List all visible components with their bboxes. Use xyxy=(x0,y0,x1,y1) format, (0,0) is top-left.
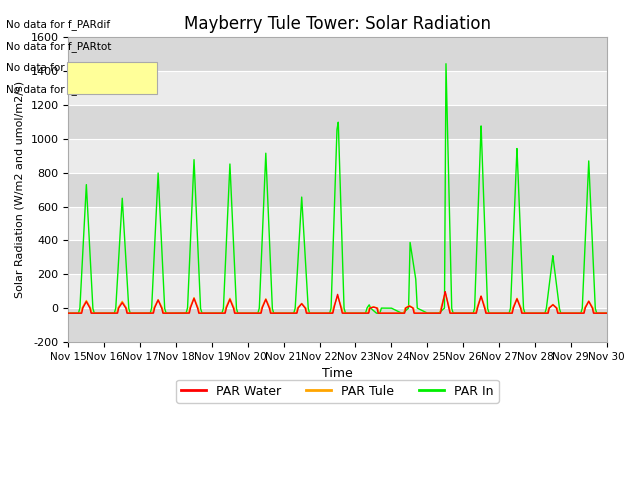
Bar xyxy=(68,173,607,206)
Bar xyxy=(68,37,607,71)
Bar xyxy=(68,240,607,274)
Bar xyxy=(68,206,607,240)
Text: No data for f_PARtot: No data for f_PARtot xyxy=(6,84,112,95)
Text: No data for f_PARtot: No data for f_PARtot xyxy=(6,41,112,52)
Bar xyxy=(68,139,607,173)
Bar xyxy=(68,71,607,105)
Bar xyxy=(68,308,607,342)
Text: MB_tule: MB_tule xyxy=(76,73,125,84)
Bar xyxy=(68,274,607,308)
Y-axis label: Solar Radiation (W/m2 and umol/m2/s): Solar Radiation (W/m2 and umol/m2/s) xyxy=(15,81,25,298)
X-axis label: Time: Time xyxy=(322,367,353,380)
Title: Mayberry Tule Tower: Solar Radiation: Mayberry Tule Tower: Solar Radiation xyxy=(184,15,491,33)
Bar xyxy=(68,105,607,139)
Text: No data for f_PARdif: No data for f_PARdif xyxy=(6,62,111,73)
Text: No data for f_PARdif: No data for f_PARdif xyxy=(6,19,111,30)
Legend: PAR Water, PAR Tule, PAR In: PAR Water, PAR Tule, PAR In xyxy=(176,380,499,403)
